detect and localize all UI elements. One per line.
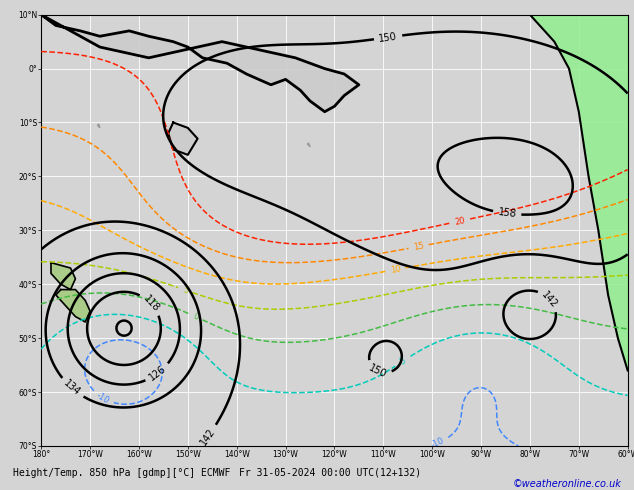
Text: 20: 20 <box>454 216 466 226</box>
Text: Height/Temp. 850 hPa [gdmp][°C] ECMWF: Height/Temp. 850 hPa [gdmp][°C] ECMWF <box>13 468 230 478</box>
Text: 150: 150 <box>378 31 398 44</box>
Text: 126: 126 <box>147 364 168 383</box>
Polygon shape <box>307 143 310 147</box>
Text: ©weatheronline.co.uk: ©weatheronline.co.uk <box>512 479 621 489</box>
Polygon shape <box>51 263 75 290</box>
Text: -5: -5 <box>397 355 409 368</box>
Text: 15: 15 <box>413 241 425 252</box>
Text: -10: -10 <box>95 391 111 405</box>
Text: 142: 142 <box>198 426 217 447</box>
Polygon shape <box>56 290 90 322</box>
Text: 0: 0 <box>191 312 200 322</box>
Polygon shape <box>98 124 100 128</box>
Polygon shape <box>530 15 628 370</box>
Text: 5: 5 <box>181 285 189 295</box>
Text: -10: -10 <box>430 436 446 450</box>
Text: 158: 158 <box>497 207 517 220</box>
Text: 118: 118 <box>141 294 161 314</box>
Polygon shape <box>41 15 359 112</box>
Polygon shape <box>168 122 198 155</box>
Text: 134: 134 <box>62 378 82 398</box>
Text: Fr 31-05-2024 00:00 UTC(12+132): Fr 31-05-2024 00:00 UTC(12+132) <box>238 468 421 478</box>
Text: 150: 150 <box>367 363 388 379</box>
Text: 10: 10 <box>389 264 401 275</box>
Text: 142: 142 <box>540 289 560 310</box>
